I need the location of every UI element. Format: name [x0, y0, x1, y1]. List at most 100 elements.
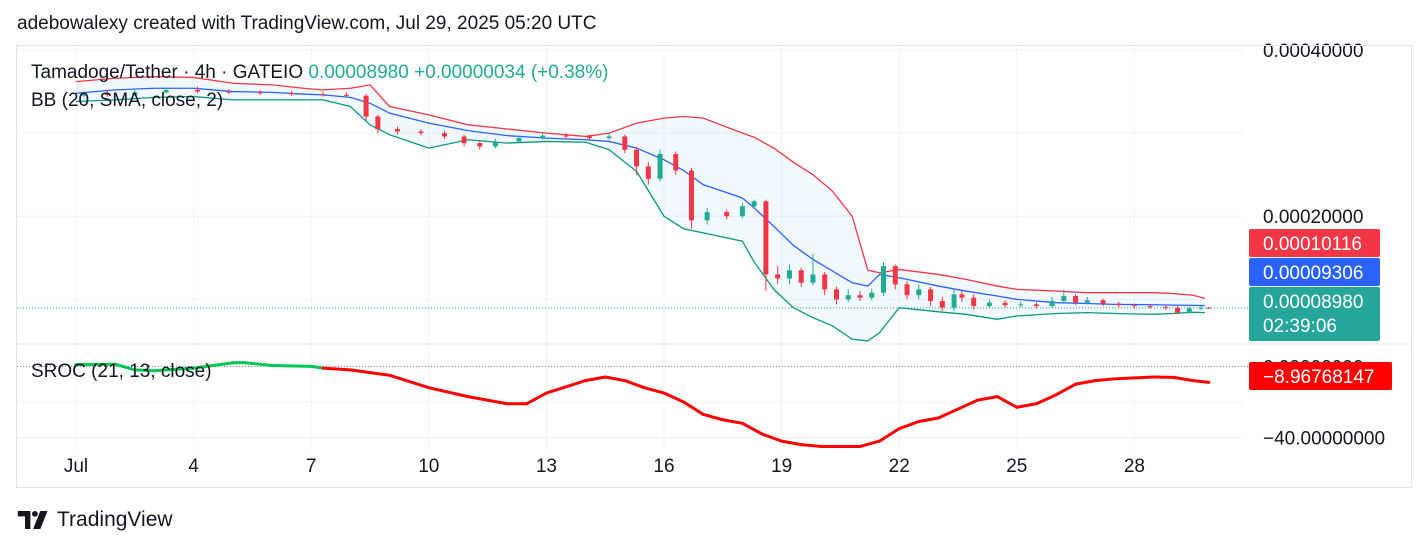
sroc-legend[interactable]: SROC (21, 13, close)	[31, 361, 212, 383]
candle-body	[516, 138, 522, 142]
candle-body	[1073, 296, 1079, 303]
candle-body	[1175, 307, 1181, 313]
time-axis-tick-label: 25	[1006, 456, 1027, 477]
candle-body	[587, 136, 593, 139]
candle-body	[634, 149, 640, 167]
candle-body	[704, 212, 710, 221]
candle-body	[363, 95, 369, 117]
candle-body	[441, 133, 447, 137]
tradingview-brand[interactable]: TradingView	[17, 508, 173, 532]
chart-attribution-header: adebowalexy created with TradingView.com…	[17, 13, 597, 34]
time-axis-tick-label: 22	[889, 456, 910, 477]
candle-body	[1049, 301, 1055, 307]
sroc-badge-text: −8.96768147	[1263, 367, 1374, 388]
candle-body	[1100, 300, 1106, 304]
price-axis-tick-label: 0.00040000	[1263, 41, 1363, 62]
candle-body	[539, 135, 545, 139]
sroc-line-segment	[878, 427, 901, 443]
sroc-line-segment	[799, 443, 823, 448]
candle-body	[724, 212, 730, 217]
candle-body	[1147, 306, 1153, 308]
sroc-line-segment	[995, 395, 1019, 409]
tradingview-brand-text: TradingView	[57, 508, 173, 531]
candle-body	[845, 295, 851, 300]
candle-body	[892, 266, 898, 285]
candle-body	[132, 92, 138, 95]
candle-body	[857, 295, 863, 298]
time-axis-tick-label: Jul	[64, 456, 88, 477]
price-badge	[1249, 258, 1380, 286]
sroc-line-segment	[309, 364, 325, 370]
candle-body	[810, 274, 816, 283]
sroc-line-segment	[623, 379, 646, 390]
candle-body	[775, 274, 781, 279]
sroc-line-segment	[133, 368, 156, 373]
candle-body	[163, 89, 169, 93]
sroc-line-segment	[243, 361, 274, 367]
candle-body	[739, 206, 745, 217]
sroc-line-segment	[388, 373, 431, 390]
symbol-legend[interactable]: Tamadoge/Tether · 4h · GATEIO 0.00008980…	[31, 62, 608, 84]
bollinger-fill	[76, 76, 1205, 341]
candle-body	[1131, 305, 1137, 307]
bollinger-lower-line	[75, 95, 1205, 342]
sroc-line-segment	[270, 363, 313, 368]
sroc-line-segment	[1191, 379, 1211, 384]
candle-body	[971, 297, 977, 307]
candle-body	[833, 289, 839, 300]
sroc-line-segment	[1074, 379, 1097, 386]
price-badge-text: 0.00009306	[1263, 263, 1363, 284]
candle-body	[928, 289, 934, 302]
candle-body	[394, 128, 400, 132]
sroc-line-segment	[976, 395, 999, 402]
candle-body	[320, 94, 326, 96]
price-badge	[1249, 287, 1380, 341]
candle-body	[986, 302, 992, 307]
chart-frame	[16, 45, 1412, 488]
sroc-line-segment	[544, 379, 588, 395]
candle-body	[939, 301, 945, 308]
sroc-legend-label[interactable]: SROC (21, 13, close)	[31, 361, 212, 382]
time-axis-tick-label: 13	[536, 456, 557, 477]
candle-body	[226, 91, 232, 93]
candle-body	[869, 292, 875, 298]
price-axis-tick-label: 0.00020000	[1263, 207, 1363, 228]
candle-body	[257, 92, 263, 94]
candle-body	[606, 136, 612, 139]
candle-body	[104, 93, 110, 95]
countdown-text: 02:39:06	[1263, 316, 1337, 337]
candle-body	[751, 201, 757, 207]
candle-body	[916, 289, 922, 296]
candle-body	[1061, 296, 1067, 302]
sroc-badge	[1249, 362, 1392, 390]
sroc-line-segment	[936, 407, 960, 420]
sroc-line-segment	[721, 418, 744, 425]
tradingview-logo-icon	[17, 511, 48, 529]
time-axis-tick-label: 19	[771, 456, 792, 477]
symbol-name[interactable]: Tamadoge/Tether · 4h · GATEIO	[31, 62, 304, 83]
candle-body	[904, 284, 910, 296]
sroc-line-segment	[897, 420, 921, 431]
sroc-line-segment	[642, 386, 666, 395]
bollinger-upper-line	[75, 75, 1206, 300]
bollinger-legend[interactable]: BB (20, SMA, close, 2)	[31, 90, 223, 112]
sroc-line-segment	[152, 366, 196, 373]
sroc-axis-tick-label: −40.00000000	[1263, 429, 1385, 450]
candle-body	[477, 143, 483, 147]
sroc-line-segment	[858, 439, 882, 448]
candle-body	[763, 201, 769, 275]
candle-body	[673, 153, 679, 171]
candle-body	[688, 170, 694, 221]
candle-body	[1163, 306, 1169, 308]
sroc-line-segment	[584, 375, 607, 383]
candle-body	[461, 136, 467, 144]
candle-body	[195, 89, 201, 92]
candle-body	[343, 94, 349, 96]
price-badge-text: 0.00010116	[1263, 234, 1362, 255]
sroc-line-segment	[682, 400, 705, 416]
sroc-line-segment	[1132, 375, 1156, 380]
bollinger-legend-label[interactable]: BB (20, SMA, close, 2)	[31, 90, 224, 111]
candle-body	[881, 266, 887, 293]
price-badge	[1249, 229, 1380, 257]
